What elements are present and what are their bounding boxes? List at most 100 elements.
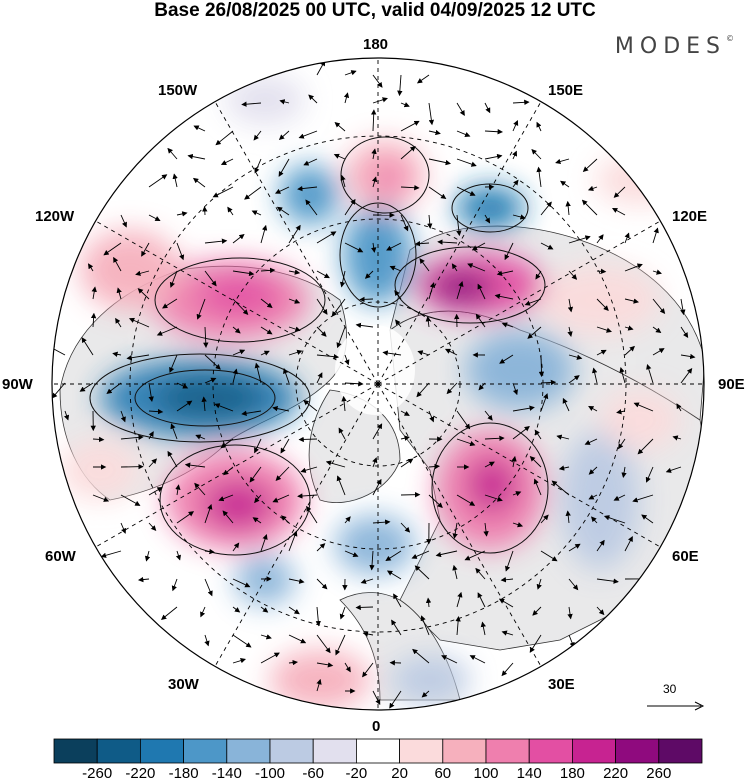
wind-vector: [536, 166, 542, 188]
wind-vector: [79, 382, 94, 392]
wind-vector: [617, 438, 626, 450]
wind-vector: [505, 550, 514, 572]
wind-vector: [298, 130, 318, 139]
wind-vector: [227, 206, 234, 216]
wind-vector: [624, 325, 634, 331]
wind-vector: [176, 211, 188, 217]
wind-vector: [512, 119, 519, 132]
map-title: Base 26/08/2025 00 UTC, valid 04/09/2025…: [154, 0, 596, 21]
meridian-line: [214, 383, 379, 667]
wind-vector: [303, 158, 318, 166]
meridian-line: [95, 383, 379, 548]
wind-vector: [138, 576, 150, 583]
wind-vector: [484, 461, 495, 468]
anomaly-cell: [600, 390, 680, 450]
wind-vector: [646, 363, 654, 384]
wind-vector: [372, 478, 382, 496]
colorbar-swatch: [485, 738, 530, 764]
wind-vector: [456, 494, 476, 506]
wind-vector: [446, 382, 458, 395]
anomaly-cell: [60, 440, 140, 500]
wind-vector: [156, 326, 178, 336]
wind-vector: [232, 298, 249, 315]
wind-vector: [372, 690, 381, 706]
wind-vector: [538, 354, 545, 378]
wind-vector: [452, 522, 458, 539]
wind-vector: [371, 242, 377, 253]
wind-vector: [372, 97, 388, 104]
wind-vector: [364, 270, 374, 279]
wind-vector: [603, 515, 626, 524]
wind-vector: [456, 281, 464, 300]
lon-label-120w: 120W: [35, 208, 75, 225]
lon-label-60w: 60W: [45, 548, 76, 565]
wind-vector: [360, 578, 374, 584]
wind-vector: [344, 550, 359, 558]
wind-vector: [175, 484, 181, 496]
anomaly-cell: [203, 480, 273, 530]
wind-vector: [167, 147, 178, 160]
wind-vector: [232, 349, 246, 356]
wind-vector: [297, 493, 318, 499]
wind-vector: [195, 434, 206, 440]
copyright-mark: ©: [726, 34, 734, 43]
wind-vector: [425, 597, 432, 608]
wind-vector: [338, 427, 346, 440]
wind-vector: [621, 466, 627, 478]
wind-vector: [467, 263, 486, 272]
wind-vector: [278, 158, 290, 177]
wind-vector: [116, 287, 122, 300]
wind-vector: [204, 503, 213, 524]
wind-vector: [484, 102, 491, 114]
wind-vector: [591, 367, 598, 384]
wind-vector: [441, 655, 458, 664]
wind-vector: [567, 326, 573, 337]
colorbar-tick-label: 60: [434, 765, 452, 782]
wind-vector: [148, 174, 168, 188]
wind-vector: [386, 570, 402, 580]
wind-vector: [568, 543, 581, 552]
wind-vector: [202, 206, 208, 216]
wind-vector: [484, 153, 503, 160]
wind-vector: [214, 403, 234, 412]
wind-vector: [416, 382, 430, 398]
wind-vector: [316, 372, 323, 384]
meridian-line: [214, 101, 379, 385]
wind-vector: [512, 214, 526, 220]
wind-vector: [283, 368, 290, 384]
colorbar-tick-label: 20: [391, 765, 408, 782]
wind-vector: [297, 185, 318, 192]
wind-vector: [596, 298, 609, 311]
wind-vector: [341, 395, 347, 412]
wind-vector: [455, 616, 461, 636]
anomaly-cell: [540, 265, 660, 335]
wind-vector: [624, 536, 633, 552]
colorbar-tick-label: -220: [125, 765, 156, 782]
wind-vector: [529, 455, 542, 468]
wind-vector: [254, 438, 262, 454]
wind-vector: [477, 283, 486, 300]
wind-vector: [484, 494, 503, 502]
wind-vector: [272, 494, 290, 503]
wind-vector: [249, 466, 262, 483]
wind-vector: [170, 423, 178, 440]
wind-vector: [335, 634, 346, 656]
wind-vector: [540, 201, 552, 216]
wind-vector: [558, 465, 570, 471]
wind-vector: [171, 578, 178, 592]
wind-vector: [288, 634, 307, 644]
wind-vector: [232, 368, 238, 384]
wind-vector: [232, 542, 240, 552]
wind-vector: [425, 316, 431, 328]
wind-vector: [524, 298, 542, 306]
wind-vector: [540, 514, 549, 524]
wind-vector: [316, 60, 326, 76]
wind-vector: [288, 224, 301, 244]
wind-vector: [568, 354, 583, 360]
contour-line: [431, 422, 549, 554]
colorbar-swatch: [269, 738, 314, 764]
wind-vector: [483, 522, 489, 537]
wind-vector: [316, 298, 328, 315]
wind-vector: [316, 662, 334, 668]
wind-vector: [596, 578, 619, 584]
